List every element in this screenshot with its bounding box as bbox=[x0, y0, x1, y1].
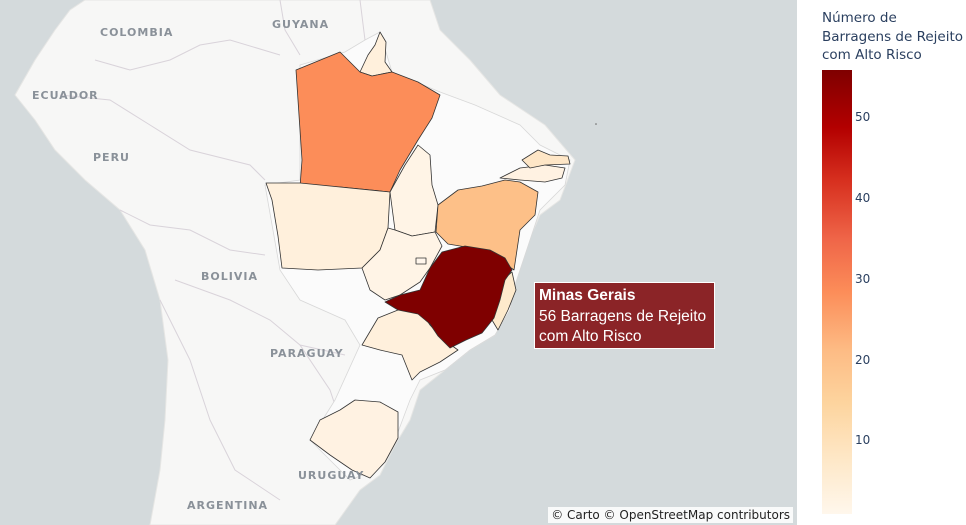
map-attribution[interactable]: © Carto © OpenStreetMap contributors bbox=[548, 507, 793, 523]
hover-tooltip: Minas Gerais 56 Barragens de Rejeito com… bbox=[534, 282, 715, 349]
state-df[interactable] bbox=[415, 257, 427, 265]
state-shapes bbox=[265, 31, 571, 479]
state-go[interactable] bbox=[361, 227, 443, 301]
state-pb[interactable] bbox=[521, 149, 571, 169]
state-rs[interactable] bbox=[309, 399, 399, 479]
colorbar-legend: Número de Barragens de Rejeito com Alto … bbox=[797, 0, 966, 525]
state-mt[interactable] bbox=[265, 182, 391, 271]
colorbar-tick: 50 bbox=[855, 110, 871, 125]
tooltip-count: 56 Barragens de Rejeito bbox=[539, 307, 707, 325]
label-paraguay: PARAGUAY bbox=[270, 347, 344, 360]
colorbar bbox=[822, 70, 852, 514]
map-view[interactable]: GUYANA COLOMBIA ECUADOR PERU BOLIVIA PAR… bbox=[0, 0, 797, 525]
legend-title-line: Número de bbox=[822, 10, 897, 26]
colorbar-tick: 20 bbox=[855, 352, 871, 367]
island-marker bbox=[595, 123, 597, 125]
tooltip-suffix: com Alto Risco bbox=[539, 328, 642, 345]
label-uruguay: URUGUAY bbox=[298, 469, 365, 482]
label-colombia: COLOMBIA bbox=[100, 26, 174, 39]
legend-title-line: Barragens de Rejeito bbox=[822, 28, 964, 45]
label-peru: PERU bbox=[93, 151, 130, 164]
label-argentina: ARGENTINA bbox=[187, 499, 269, 512]
state-mg[interactable] bbox=[384, 245, 513, 349]
label-guyana: GUYANA bbox=[272, 18, 330, 31]
legend-title: Número de Barragens de Rejeito com Alto … bbox=[822, 9, 966, 65]
label-bolivia: BOLIVIA bbox=[201, 270, 258, 283]
colorbar-tick: 30 bbox=[855, 271, 871, 286]
label-ecuador: ECUADOR bbox=[32, 89, 99, 102]
state-pe[interactable] bbox=[499, 164, 566, 183]
colorbar-tick: 10 bbox=[855, 433, 871, 448]
state-ba[interactable] bbox=[435, 179, 539, 271]
tooltip-title: Minas Gerais bbox=[539, 287, 636, 304]
legend-title-line: com Alto Risco bbox=[822, 47, 922, 63]
basemap bbox=[14, 0, 597, 525]
colorbar-tick: 40 bbox=[855, 191, 871, 206]
